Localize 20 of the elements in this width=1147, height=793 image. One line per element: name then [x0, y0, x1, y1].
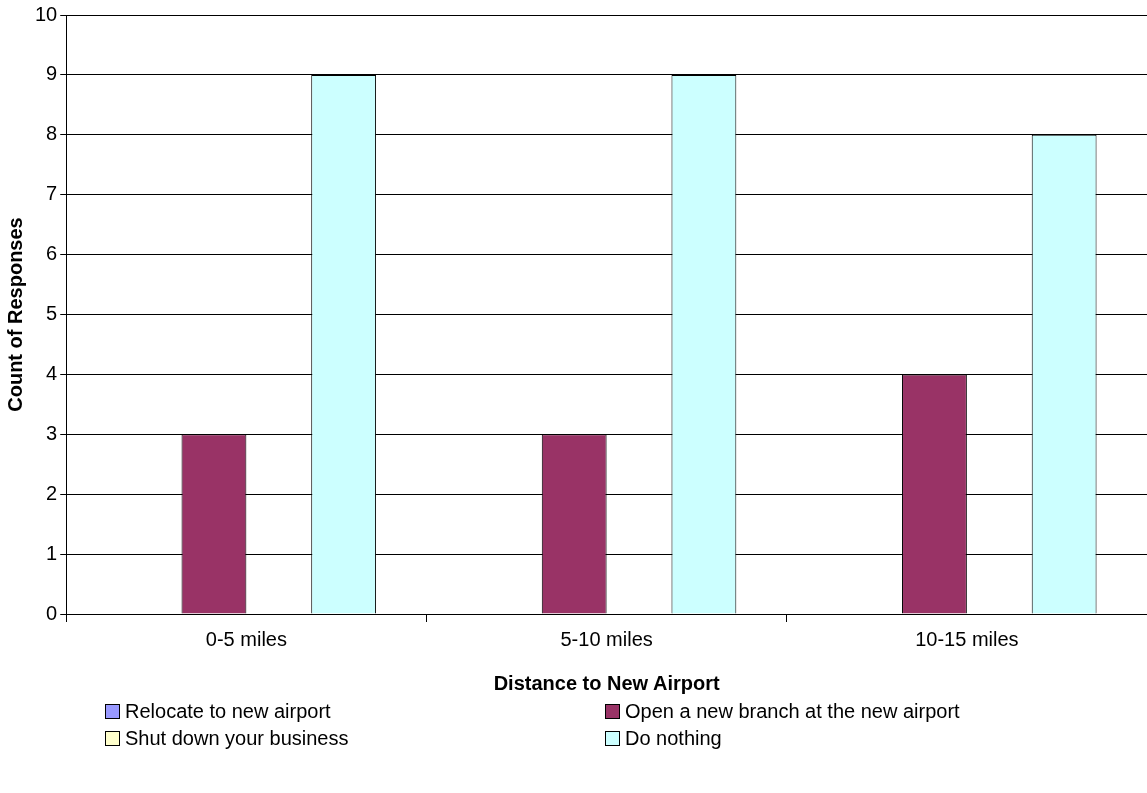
legend-label: Do nothing — [625, 727, 722, 750]
y-axis-title: Count of Responses — [3, 217, 26, 412]
y-tick-label: 7 — [46, 182, 58, 205]
y-tick-label: 1 — [46, 541, 58, 564]
y-tick-label: 0 — [46, 601, 58, 624]
y-tick-label: 10 — [35, 2, 58, 25]
y-tick-label: 2 — [46, 481, 58, 504]
y-tick-label: 9 — [46, 62, 58, 85]
y-tick-label: 6 — [46, 242, 58, 265]
legend-label: Relocate to new airport — [125, 700, 331, 723]
x-tick-label: 5-10 miles — [560, 627, 653, 650]
x-tick-label: 10-15 miles — [915, 627, 1019, 650]
x-axis-title: Distance to New Airport — [493, 671, 720, 694]
y-tick-label: 3 — [46, 421, 58, 444]
y-tick-label: 4 — [46, 361, 58, 384]
y-tick-label: 8 — [46, 122, 58, 145]
y-tick-label: 5 — [46, 302, 58, 325]
x-tick-label: 0-5 miles — [205, 627, 287, 650]
legend-label: Open a new branch at the new airport — [625, 700, 960, 723]
legend-label: Shut down your business — [125, 727, 349, 750]
